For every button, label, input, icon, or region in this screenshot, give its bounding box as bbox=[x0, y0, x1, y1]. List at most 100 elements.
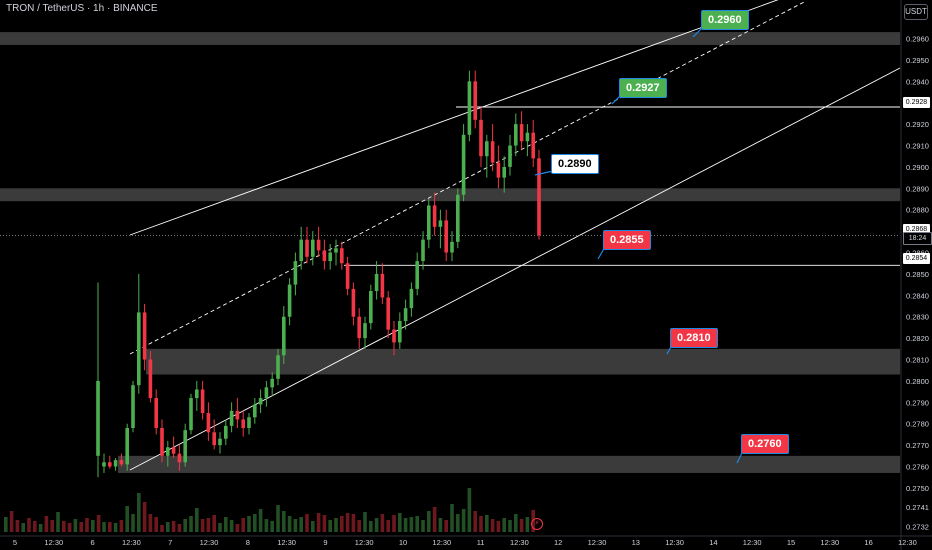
price-axis[interactable]: 0.29600.29500.29400.29300.29200.29100.29… bbox=[900, 0, 929, 550]
horizontal-lines[interactable] bbox=[344, 106, 900, 266]
zone-band[interactable] bbox=[146, 348, 900, 375]
volume-bar bbox=[264, 519, 269, 532]
volume-bar bbox=[67, 523, 72, 532]
time-tick-label: 13 bbox=[632, 538, 640, 547]
level-label[interactable]: 0.2927 bbox=[619, 78, 667, 98]
volume-bar bbox=[253, 514, 257, 532]
level-label[interactable]: 0.2855 bbox=[603, 230, 651, 250]
candle-body bbox=[131, 385, 135, 428]
time-tick-label: 12:30 bbox=[510, 538, 529, 547]
candle-body bbox=[264, 387, 269, 399]
time-tick-label: 12:30 bbox=[665, 538, 684, 547]
candle-body bbox=[119, 460, 124, 465]
volume-bar bbox=[508, 520, 512, 532]
volume-bar bbox=[38, 524, 43, 532]
volume-bar bbox=[177, 524, 182, 532]
time-tick-label: 12:30 bbox=[898, 538, 917, 547]
level-label[interactable]: 0.2960 bbox=[701, 10, 749, 30]
zone-band[interactable] bbox=[118, 455, 900, 473]
candle-body bbox=[299, 239, 303, 262]
volume-bar bbox=[206, 518, 211, 532]
level-label[interactable]: 0.2890 bbox=[551, 154, 599, 174]
candle-body bbox=[351, 288, 356, 317]
volume-bar bbox=[148, 514, 153, 532]
volume-bar bbox=[432, 507, 437, 532]
volume-bar bbox=[438, 518, 443, 532]
candle-body bbox=[253, 404, 257, 418]
volume-bar bbox=[409, 517, 414, 532]
volume-bar bbox=[113, 523, 118, 532]
candle-body bbox=[537, 158, 541, 236]
price-tick-label: 0.2960 bbox=[906, 35, 929, 44]
candle-body bbox=[154, 398, 158, 428]
volume-bar bbox=[85, 518, 89, 532]
volume-bar bbox=[421, 520, 425, 532]
candle-body bbox=[386, 297, 390, 330]
symbol-title[interactable]: TRON / TetherUS · 1h · BINANCE bbox=[6, 3, 158, 14]
lightning-icon[interactable]: ⚡ bbox=[531, 518, 543, 530]
volume-bar bbox=[450, 504, 454, 532]
volume-bar bbox=[415, 516, 419, 532]
volume-bar bbox=[322, 515, 327, 532]
candle-body bbox=[206, 413, 211, 433]
volume-bar bbox=[311, 521, 315, 532]
price-tick-label: 0.2741 bbox=[906, 503, 929, 512]
volume-bar bbox=[293, 519, 298, 532]
candle-body bbox=[166, 447, 170, 456]
candle-body bbox=[444, 220, 448, 253]
price-tick-label: 0.2940 bbox=[906, 77, 929, 86]
time-tick-label: 12:30 bbox=[355, 538, 374, 547]
price-tick-label: 0.2780 bbox=[906, 420, 929, 429]
price-tick-label: 0.2890 bbox=[906, 184, 929, 193]
zone-band[interactable] bbox=[0, 188, 900, 202]
level-label[interactable]: 0.2760 bbox=[741, 434, 789, 454]
candle-body bbox=[96, 380, 100, 456]
candle-body bbox=[438, 220, 443, 227]
time-tick-label: 12 bbox=[554, 538, 562, 547]
candle-body bbox=[369, 291, 373, 324]
price-tick-label: 0.2732 bbox=[906, 522, 929, 531]
volume-bar bbox=[456, 514, 460, 532]
volume-bar bbox=[299, 517, 303, 532]
volume-bar bbox=[189, 516, 193, 532]
volume-bar bbox=[287, 516, 292, 532]
volume-bar bbox=[9, 511, 14, 532]
price-tick-label: 0.2810 bbox=[906, 356, 929, 365]
candle-body bbox=[519, 124, 524, 142]
volume-bar bbox=[258, 509, 263, 532]
volume-bar bbox=[21, 523, 25, 532]
price-channel[interactable] bbox=[129, 0, 901, 471]
channel-upper-line[interactable] bbox=[129, 0, 780, 236]
candle-body bbox=[363, 323, 367, 339]
channel-lower-line[interactable] bbox=[129, 67, 901, 471]
time-tick-label: 8 bbox=[246, 538, 250, 547]
candle-body bbox=[241, 419, 245, 428]
volume-bar bbox=[502, 518, 506, 532]
volume-bar bbox=[154, 517, 158, 532]
candlesticks bbox=[96, 70, 541, 478]
time-tick-label: 16 bbox=[864, 538, 872, 547]
zone-band[interactable] bbox=[0, 32, 900, 45]
level-label[interactable]: 0.2810 bbox=[670, 328, 718, 348]
time-axis[interactable]: 5 12:30 6 12:30 7 12:30 8 12:30 9 12:30 10 12:30 11 1… bbox=[0, 535, 932, 547]
volume-bar bbox=[119, 520, 124, 532]
volume-bar bbox=[369, 521, 373, 532]
volume-bar bbox=[229, 520, 234, 532]
volume-bar bbox=[427, 511, 431, 532]
time-tick-label: 9 bbox=[323, 538, 327, 547]
time-tick-label: 12:30 bbox=[743, 538, 762, 547]
candle-body bbox=[276, 355, 280, 379]
time-tick-label: 15 bbox=[787, 538, 795, 547]
volume-bar bbox=[235, 524, 240, 532]
volume-bar bbox=[247, 516, 251, 532]
price-tick-label: 0.2830 bbox=[906, 313, 929, 322]
price-tick-label: 0.2900 bbox=[906, 163, 929, 172]
candle-body bbox=[113, 460, 118, 467]
currency-unit-button[interactable]: USDT bbox=[904, 4, 928, 20]
price-tick-label: 0.2760 bbox=[906, 463, 929, 472]
candle-body bbox=[374, 273, 379, 292]
candle-body bbox=[137, 312, 141, 386]
channel-mid-line[interactable] bbox=[129, 0, 807, 355]
volume-bar bbox=[27, 518, 31, 532]
